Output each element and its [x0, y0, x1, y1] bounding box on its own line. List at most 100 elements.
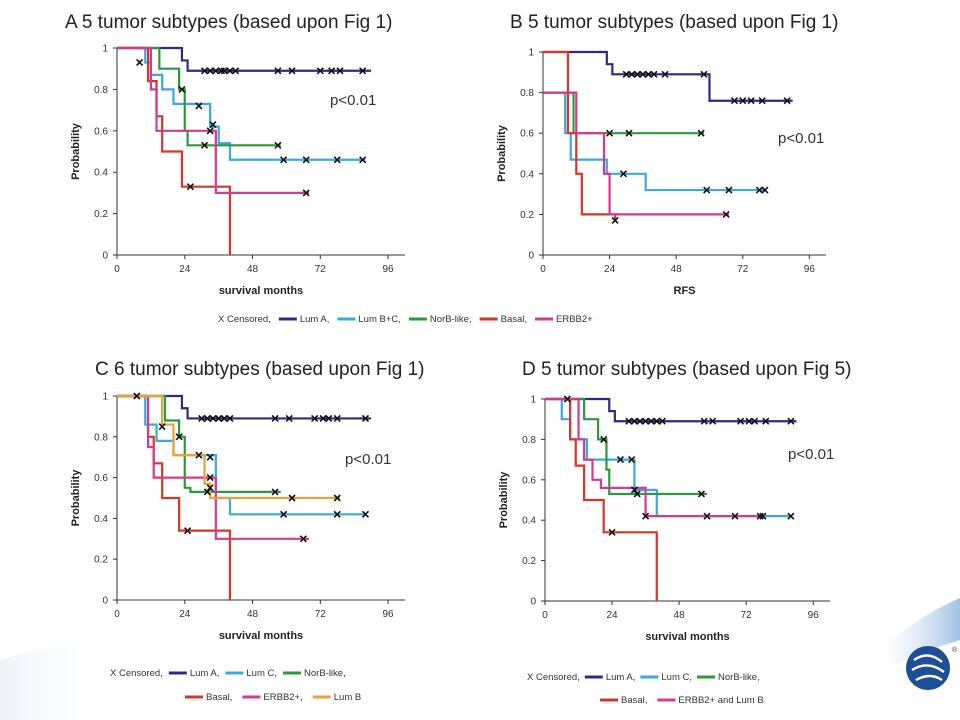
censor-mark [747, 97, 755, 105]
y-tick-label: 0.2 [94, 555, 108, 566]
y-tick-label: 1 [528, 48, 534, 59]
legend-label: Basal, [206, 692, 232, 703]
series-line [117, 46, 309, 194]
y-tick-label: 0 [102, 251, 108, 262]
censor-mark [232, 67, 240, 75]
censor-mark [639, 70, 647, 78]
legend-item: ERBB2+ [535, 314, 593, 325]
censor-mark [703, 186, 711, 194]
x-tick-label: 96 [808, 610, 820, 621]
censor-mark [319, 414, 327, 423]
censor-mark [725, 186, 733, 194]
legend-label: Basal, [501, 314, 527, 325]
y-axis-label: Probability [498, 471, 510, 529]
series-line [545, 397, 708, 496]
legend-label: NorB-like, [430, 314, 472, 325]
y-tick-label: 0.4 [94, 168, 108, 179]
censor-mark [302, 189, 310, 197]
legend-label: Lum A, [606, 672, 636, 683]
legend-c-row2: Basal, ERBB2+, Lum B [185, 692, 361, 703]
legend-item: Lum A, [278, 314, 329, 325]
x-axis-label: survival months [219, 630, 303, 642]
censor-mark [722, 210, 730, 218]
y-tick-label: 0.8 [94, 432, 108, 443]
x-tick-label: 0 [540, 264, 546, 275]
censor-mark [622, 70, 630, 78]
series-line [545, 397, 797, 423]
y-tick-label: 0.4 [522, 516, 536, 527]
legend-d-row2: Basal, ERBB2+ and Lum B [600, 695, 764, 706]
legend-item: NorB-like, [408, 314, 472, 325]
censor-mark [333, 156, 341, 164]
censor-mark [628, 70, 636, 78]
x-tick-label: 72 [315, 609, 327, 620]
legend-item: Lum C, [640, 672, 692, 683]
censor-mark [611, 216, 619, 225]
censor-mark [333, 510, 341, 518]
legend-item: Basal, [600, 695, 647, 706]
series-line [543, 50, 793, 102]
censor-mark [302, 156, 310, 164]
y-tick-label: 0.6 [520, 129, 534, 140]
censor-mark [730, 97, 739, 105]
series-line [117, 46, 366, 161]
legend-item: Basal, [479, 314, 527, 325]
censor-mark [619, 170, 628, 178]
censor-mark [636, 417, 644, 425]
censor-mark [226, 414, 234, 423]
y-tick-label: 0.8 [520, 88, 534, 99]
legend-item: Lum B [312, 692, 361, 703]
censor-mark [178, 85, 186, 93]
legend-label: Lum B [334, 692, 361, 703]
censor-mark [271, 414, 279, 423]
legend-item: NorB-like, [697, 672, 760, 683]
censor-mark [316, 67, 324, 75]
y-tick-label: 0.6 [522, 475, 536, 486]
censor-mark [206, 453, 214, 461]
y-tick-label: 0.4 [94, 514, 108, 525]
censor-mark [658, 417, 666, 425]
censor-mark [783, 97, 791, 105]
legend-item: X Censored, [110, 668, 163, 679]
censor-mark [336, 67, 344, 75]
legend-label: Lum C, [661, 672, 692, 683]
chart-panel-a: A 5 tumor subtypes (based upon Fig 1) 0 24… [65, 12, 405, 297]
censor-mark [563, 395, 571, 403]
censor-mark [220, 414, 228, 423]
x-tick-label: 24 [606, 610, 618, 621]
censor-mark [361, 510, 370, 518]
censor-mark [756, 512, 764, 520]
censor-mark [703, 512, 711, 520]
censor-mark [737, 417, 745, 425]
x-tick-label: 48 [247, 609, 259, 620]
censor-mark [761, 186, 769, 194]
legend-top: X Censored, Lum A, Lum B+C, NorB-like, Basal… [218, 314, 593, 325]
censor-mark [280, 156, 288, 164]
censor-mark [325, 414, 333, 423]
legend-label: NorB-like, [718, 672, 760, 683]
censor-mark [311, 414, 319, 423]
censor-mark [206, 67, 214, 75]
censor-mark [731, 512, 739, 520]
x-axis-label: survival months [219, 285, 303, 297]
censor-mark [630, 417, 638, 425]
censor-mark [787, 417, 795, 425]
legend-item: ERBB2+, [242, 692, 303, 703]
censor-mark [288, 494, 296, 502]
x-tick-label: 0 [114, 264, 120, 275]
censor-mark [606, 129, 614, 137]
censor-mark [299, 535, 307, 543]
x-tick-label: 72 [741, 610, 753, 621]
censor-mark [758, 97, 766, 105]
series-line [545, 397, 763, 518]
series-line [117, 46, 372, 72]
legend-label: NorB-like, [304, 668, 346, 679]
y-tick-label: 0.2 [522, 556, 536, 567]
censor-mark [709, 417, 717, 425]
censor-mark [750, 417, 759, 425]
censor-mark [215, 414, 223, 423]
legend-label: Lum A, [190, 668, 220, 679]
p-value-annotation: p<0.01 [330, 92, 376, 109]
p-value-annotation: p<0.01 [778, 130, 824, 147]
chart-panel-c: C 6 tumor subtypes (based upon Fig 1) 0 24… [70, 359, 425, 642]
